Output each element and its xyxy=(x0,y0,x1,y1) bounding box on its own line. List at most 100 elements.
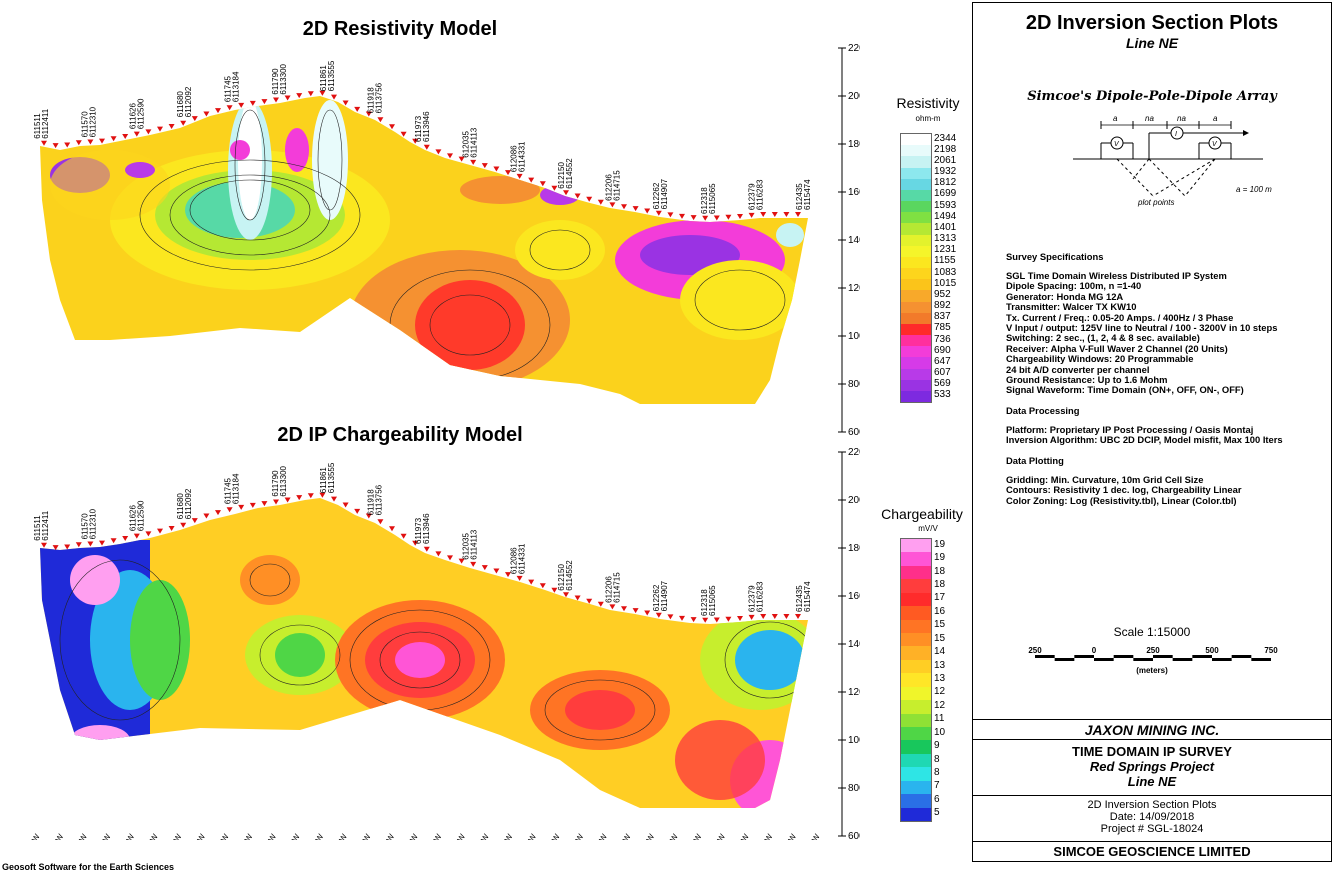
electrode-marker xyxy=(52,545,59,551)
scale-tick-label: 0 xyxy=(1092,646,1097,655)
colorbar-label: 17 xyxy=(934,592,946,604)
colorbar-label: 1812 xyxy=(934,177,957,189)
electrode-marker xyxy=(528,579,535,585)
electrode-marker xyxy=(226,105,233,111)
distance-axis-label: 100 SW xyxy=(43,832,65,840)
colorbar-label: 736 xyxy=(934,333,951,345)
distance-axis-label: 1700 SW xyxy=(419,832,443,840)
electrode-marker xyxy=(249,502,256,508)
elevation-tick-label: 1000 xyxy=(848,735,860,746)
elevation-tick-label: 1200 xyxy=(848,283,860,294)
electrode-marker xyxy=(737,616,743,621)
colorbar-label: 19 xyxy=(934,538,946,550)
electrode-marker xyxy=(354,508,361,514)
electrode-marker xyxy=(122,535,129,541)
electrode-marker xyxy=(389,124,395,130)
distance-axis-label: 500 SW xyxy=(138,832,160,840)
electrode-marker xyxy=(621,606,627,612)
electrode-marker xyxy=(423,546,430,552)
array-label-na2: na xyxy=(1177,114,1186,123)
elevation-tick-label: 1800 xyxy=(848,543,860,554)
colorbar-label: 1699 xyxy=(934,188,957,200)
scale-bar-segment xyxy=(1172,658,1193,661)
elevation-tick-label: 1200 xyxy=(848,687,860,698)
electrode-marker xyxy=(389,526,395,532)
station-coordinate-label: 6117456113184 xyxy=(224,71,241,102)
electrode-marker xyxy=(145,531,152,537)
electrode-marker xyxy=(87,139,94,145)
colorbar-swatch xyxy=(901,700,931,715)
electrode-marker xyxy=(597,601,604,607)
colorbar-swatch xyxy=(901,646,931,661)
electrode-marker xyxy=(667,212,674,218)
station-coordinate-label: 6120356114113 xyxy=(462,529,479,560)
colorbar-swatch xyxy=(901,390,931,403)
electrode-marker xyxy=(331,94,337,100)
station-coordinate-label: 6116806112092 xyxy=(176,86,193,117)
electrode-marker xyxy=(435,551,442,557)
panel-title: 2D Inversion Section Plots xyxy=(1025,12,1279,34)
colorbar-swatch xyxy=(901,807,931,822)
colorbar-swatch xyxy=(901,223,931,235)
elevation-tick-label: 800 xyxy=(848,379,860,390)
elevation-tick-label: 2200 xyxy=(848,447,860,458)
colorbar-label: 16 xyxy=(934,605,946,617)
electrode-marker xyxy=(516,173,523,179)
colorbar-label: 1155 xyxy=(934,255,956,267)
scale-bar-segment xyxy=(1133,658,1153,661)
electrode-marker xyxy=(551,185,558,191)
electrode-marker xyxy=(667,614,674,620)
scale-tick-label: 750 xyxy=(1264,646,1278,655)
electrode-marker xyxy=(191,116,198,122)
electrode-marker xyxy=(238,102,245,108)
colorbar-label: 607 xyxy=(934,367,951,379)
electrode-marker xyxy=(412,540,419,546)
electrode-marker xyxy=(725,214,732,220)
colorbar-swatch xyxy=(901,256,931,269)
elevation-tick-label: 2000 xyxy=(848,495,860,506)
distance-axis-label: 1500 SW xyxy=(372,832,396,840)
distance-axis-label: 1400 SW xyxy=(348,832,372,840)
distance-axis-label: 3300 SW xyxy=(797,832,821,840)
colorbar-swatch xyxy=(901,673,931,688)
colorbar-label: 12 xyxy=(934,699,946,711)
survey-type: TIME DOMAIN IP SURVEY xyxy=(1072,744,1232,759)
electrode-marker xyxy=(563,190,569,196)
colorbar-swatch xyxy=(901,713,931,728)
project-number: Project # SGL-18024 xyxy=(1100,823,1204,835)
electrode-marker xyxy=(748,614,755,620)
electrode-marker xyxy=(493,568,500,574)
distance-axis-label: 2000 SW xyxy=(490,832,514,840)
spec-line: Inversion Algorithm: UBC 2D DCIP, Model … xyxy=(1006,434,1283,446)
electrode-marker xyxy=(64,544,71,550)
electrode-marker xyxy=(133,131,140,137)
electrode-marker xyxy=(771,614,778,619)
electrode-marker xyxy=(261,99,268,105)
elevation-tick-label: 600 xyxy=(848,427,860,438)
spec-line: Gridding: Min. Curvature, 10m Grid Cell … xyxy=(1006,473,1204,485)
colorbar-label: 8 xyxy=(934,767,940,778)
plot-points-label: plot points xyxy=(1138,198,1175,207)
electrode-marker xyxy=(597,199,604,205)
spec-line: Receiver: Alpha V-Full Waver 2 Channel (… xyxy=(1006,342,1228,354)
colorbar-label: 2198 xyxy=(934,143,957,155)
chargeability-title: 2D IP Chargeability Model xyxy=(277,424,523,446)
electrode-marker xyxy=(342,502,349,508)
processing-heading: Data Processing xyxy=(1006,404,1080,416)
electrode-marker xyxy=(261,501,268,507)
station-coordinate-label: 6119736113946 xyxy=(414,513,431,544)
scale-label: Scale 1:15000 xyxy=(1113,625,1191,639)
elevation-tick-label: 1600 xyxy=(848,187,860,198)
colorbar-label: 8 xyxy=(934,753,940,765)
distance-axis-label: 300 SW xyxy=(91,832,113,840)
array-label-na1: na xyxy=(1145,114,1154,123)
electrode-marker xyxy=(273,97,279,103)
station-coordinate-label: 6116806112092 xyxy=(176,488,193,519)
plot-date: Date: 14/09/2018 xyxy=(1109,811,1195,823)
distance-axis-label: 1300 SW xyxy=(325,832,349,840)
electrode-marker xyxy=(609,604,616,610)
scale-tick-label: 250 xyxy=(1146,646,1160,655)
electrode-marker xyxy=(760,212,767,217)
colorbar-label: 837 xyxy=(934,311,951,323)
electrode-marker xyxy=(342,100,349,106)
